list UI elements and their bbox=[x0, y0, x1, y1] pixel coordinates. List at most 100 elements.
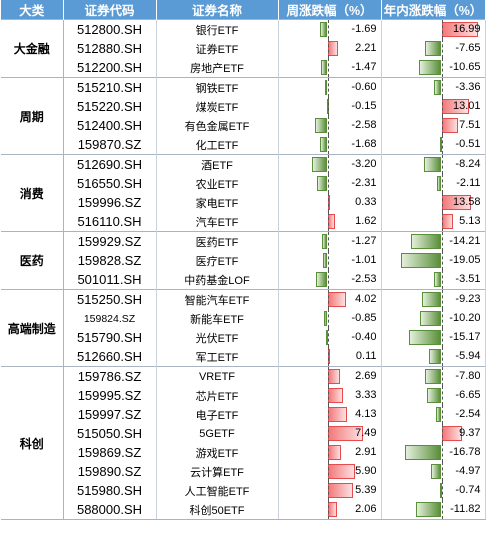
week-change-value: -0.40 bbox=[351, 331, 377, 343]
header-name: 证券名称 bbox=[156, 0, 279, 20]
table-row: 516110.SH 汽车ETF 1.62 5.13 bbox=[1, 212, 486, 232]
table-row: 159869.SZ 游戏ETF 2.91 -16.78 bbox=[1, 443, 486, 462]
week-change-cell: 3.33 bbox=[278, 386, 382, 405]
security-code: 515790.SH bbox=[63, 328, 157, 347]
zero-axis-line bbox=[441, 251, 443, 270]
ytd-change-value: 5.13 bbox=[459, 215, 481, 227]
table-row: 159995.SZ 芯片ETF 3.33 -6.65 bbox=[1, 386, 486, 405]
ytd-change-value: -2.11 bbox=[456, 177, 481, 189]
ytd-change-bar bbox=[419, 311, 442, 326]
zero-axis-line bbox=[441, 424, 443, 443]
week-change-cell: 0.11 bbox=[278, 347, 382, 367]
table-row: 医药 159929.SZ 医药ETF -1.27 -14.21 bbox=[1, 231, 486, 290]
week-change-cell: -0.85 bbox=[278, 309, 382, 328]
zero-axis-line bbox=[327, 155, 329, 174]
table-row: 512660.SH 军工ETF 0.11 -5.94 bbox=[1, 347, 486, 367]
category-cell: 医药 bbox=[1, 231, 64, 290]
week-change-value: 2.69 bbox=[355, 370, 377, 382]
zero-axis-line bbox=[441, 155, 443, 174]
security-name: VRETF bbox=[156, 366, 279, 386]
table-body: 大金融 512800.SH 银行ETF -1.69 16.99 512880.SH 证券ET… bbox=[1, 19, 486, 520]
table-row: 周期 515210.SH 钢铁ETF -0.60 -3.36 bbox=[1, 77, 486, 155]
week-change-cell: 1.62 bbox=[278, 212, 382, 232]
ytd-change-value: -4.97 bbox=[455, 465, 481, 477]
ytd-change-cell: -3.51 bbox=[381, 270, 486, 290]
security-code: 512880.SH bbox=[63, 39, 157, 58]
table-row: 159997.SZ 电子ETF 4.13 -2.54 bbox=[1, 405, 486, 424]
table-row: 515220.SH 煤炭ETF -0.15 13.01 bbox=[1, 97, 486, 116]
ytd-change-bar bbox=[427, 388, 442, 403]
zero-axis-line bbox=[327, 424, 329, 443]
ytd-change-value: -0.74 bbox=[455, 484, 481, 496]
week-change-cell: -0.15 bbox=[278, 97, 382, 116]
ytd-change-cell: 16.99 bbox=[381, 19, 486, 39]
etf-performance-table: 大类 证券代码 证券名称 周涨跌幅（%） 年内涨跌幅（%） 大金融 512800.… bbox=[1, 0, 486, 520]
security-code: 515050.SH bbox=[63, 424, 157, 443]
zero-axis-line bbox=[327, 500, 329, 519]
zero-axis-line bbox=[327, 367, 329, 386]
zero-axis-line bbox=[327, 462, 329, 481]
zero-axis-line bbox=[327, 386, 329, 405]
week-change-bar bbox=[315, 272, 328, 287]
ytd-change-bar bbox=[418, 60, 442, 75]
ytd-change-bar bbox=[408, 330, 442, 345]
week-change-value: -2.53 bbox=[351, 273, 377, 285]
week-change-cell: -2.31 bbox=[278, 174, 382, 193]
ytd-change-value: 16.99 bbox=[452, 23, 481, 35]
table-row: 516550.SH 农业ETF -2.31 -2.11 bbox=[1, 174, 486, 193]
ytd-change-value: -8.24 bbox=[455, 158, 481, 170]
security-name: 云计算ETF bbox=[156, 462, 279, 481]
security-name: 5GETF bbox=[156, 424, 279, 443]
security-name: 游戏ETF bbox=[156, 443, 279, 462]
security-code: 512200.SH bbox=[63, 58, 157, 78]
week-change-cell: -1.47 bbox=[278, 58, 382, 78]
ytd-change-bar bbox=[434, 80, 442, 95]
table-row: 501011.SH 中药基金LOF -2.53 -3.51 bbox=[1, 270, 486, 290]
week-change-value: 2.21 bbox=[355, 42, 377, 54]
security-code: 159869.SZ bbox=[63, 443, 157, 462]
ytd-change-bar bbox=[421, 292, 442, 307]
security-code: 159786.SZ bbox=[63, 366, 157, 386]
security-name: 智能汽车ETF bbox=[156, 289, 279, 309]
week-change-value: 2.06 bbox=[355, 503, 377, 515]
security-code: 159996.SZ bbox=[63, 193, 157, 212]
security-code: 512400.SH bbox=[63, 116, 157, 135]
zero-axis-line bbox=[441, 347, 443, 366]
category-cell: 周期 bbox=[1, 77, 64, 155]
table-row: 159890.SZ 云计算ETF 5.90 -4.97 bbox=[1, 462, 486, 481]
week-change-cell: -1.68 bbox=[278, 135, 382, 155]
zero-axis-line bbox=[441, 116, 443, 135]
security-code: 159997.SZ bbox=[63, 405, 157, 424]
security-name: 电子ETF bbox=[156, 405, 279, 424]
security-code: 501011.SH bbox=[63, 270, 157, 290]
security-name: 化工ETF bbox=[156, 135, 279, 155]
security-name: 中药基金LOF bbox=[156, 270, 279, 290]
security-name: 钢铁ETF bbox=[156, 77, 279, 97]
ytd-change-bar bbox=[416, 502, 442, 517]
week-change-cell: -2.53 bbox=[278, 270, 382, 290]
week-change-cell: -1.27 bbox=[278, 231, 382, 251]
week-change-cell: -0.40 bbox=[278, 328, 382, 347]
ytd-change-cell: -19.05 bbox=[381, 251, 486, 270]
ytd-change-cell: 5.13 bbox=[381, 212, 486, 232]
ytd-change-cell: -7.80 bbox=[381, 366, 486, 386]
table-row: 512200.SH 房地产ETF -1.47 -10.65 bbox=[1, 58, 486, 78]
week-change-cell: 7.49 bbox=[278, 424, 382, 443]
week-change-value: -1.69 bbox=[351, 23, 377, 35]
week-change-cell: 5.39 bbox=[278, 481, 382, 500]
table-row: 515790.SH 光伏ETF -0.40 -15.17 bbox=[1, 328, 486, 347]
security-code: 512690.SH bbox=[63, 154, 157, 174]
security-code: 588000.SH bbox=[63, 500, 157, 520]
category-cell: 大金融 bbox=[1, 19, 64, 78]
table-row: 512880.SH 证券ETF 2.21 -7.65 bbox=[1, 39, 486, 58]
week-change-cell: 2.91 bbox=[278, 443, 382, 462]
zero-axis-line bbox=[327, 481, 329, 500]
zero-axis-line bbox=[327, 174, 329, 193]
week-change-value: -3.20 bbox=[351, 158, 377, 170]
ytd-change-cell: 13.01 bbox=[381, 97, 486, 116]
zero-axis-line bbox=[441, 290, 443, 309]
week-change-bar bbox=[312, 157, 328, 172]
security-name: 医药ETF bbox=[156, 231, 279, 251]
ytd-change-cell: -8.24 bbox=[381, 154, 486, 174]
security-code: 159995.SZ bbox=[63, 386, 157, 405]
